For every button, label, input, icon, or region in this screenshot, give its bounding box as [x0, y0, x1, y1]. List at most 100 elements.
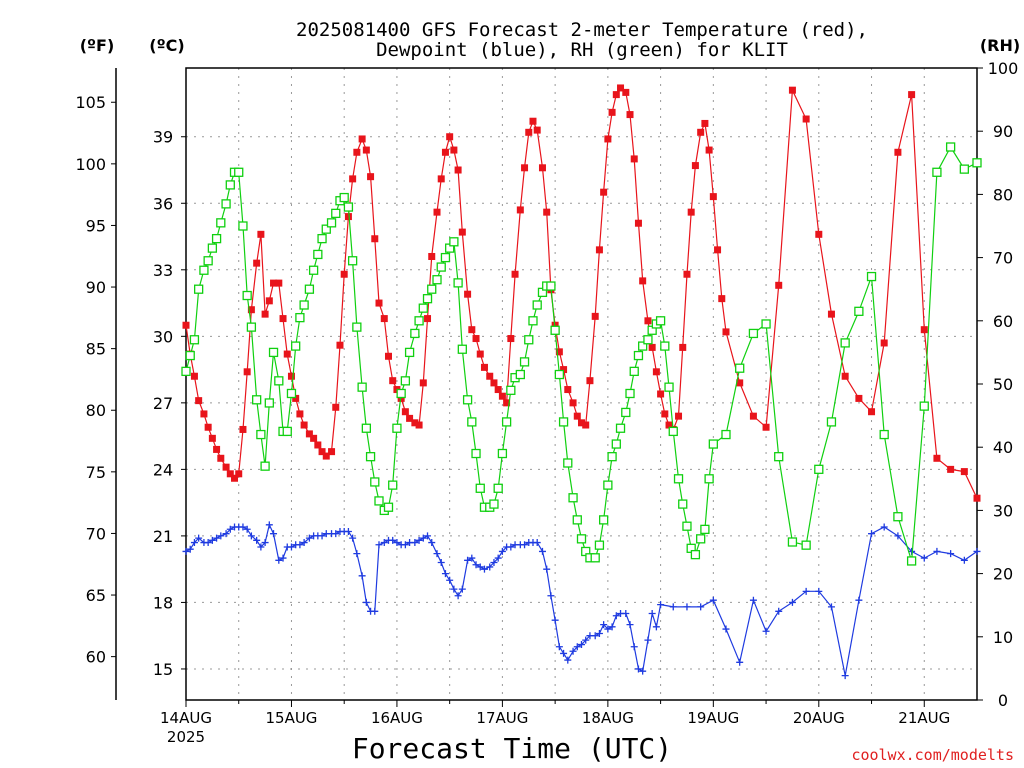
rh-point [621, 407, 631, 418]
fahrenheit-tick-label: 70 [86, 524, 106, 543]
temperature-point [208, 434, 216, 442]
dewpoint-point [788, 598, 796, 606]
rh-point [457, 344, 467, 354]
temperature-point [314, 441, 322, 449]
dewpoint-point [683, 603, 691, 611]
temperature-point [310, 434, 318, 442]
temperature-point [367, 173, 375, 181]
dewpoint-point [560, 649, 568, 657]
temperature-point [511, 270, 519, 278]
temperature-point [450, 146, 458, 154]
dewpoint-point [239, 523, 247, 531]
rh-point [906, 556, 917, 566]
temperature-point [560, 366, 568, 374]
dewpoint-point [389, 536, 397, 544]
rh-point [801, 540, 811, 550]
celsius-tick-label: 21 [153, 527, 173, 546]
dewpoint-point [608, 623, 616, 631]
dewpoint-point [533, 539, 541, 547]
temperature-point [644, 317, 652, 325]
rh-point [919, 401, 929, 411]
temperature-point [441, 148, 449, 156]
dewpoint-point [960, 556, 968, 564]
dewpoint-point [600, 621, 608, 629]
temperature-point [226, 470, 234, 478]
rh-point [696, 534, 706, 544]
dewpoint-point [709, 596, 717, 604]
fahrenheit-tick-label: 75 [86, 463, 106, 482]
dewpoint-point [573, 643, 581, 651]
temperature-point [200, 410, 208, 418]
rh-point [879, 429, 889, 440]
fahrenheit-unit-label: (ºF) [80, 36, 115, 55]
dewpoint-point [697, 603, 705, 611]
celsius-tick-label: 27 [153, 394, 173, 413]
temperature-point [336, 341, 344, 349]
rh-point [308, 265, 319, 275]
temperature-point [564, 386, 572, 394]
rh-point [660, 341, 670, 351]
temperature-point [529, 117, 537, 125]
dewpoint-point [190, 539, 198, 547]
rh-point [787, 537, 798, 547]
rh-point [221, 199, 231, 209]
dewpoint-point [827, 603, 835, 611]
rh-point [185, 350, 195, 361]
temperature-point [265, 297, 273, 305]
rh-point [932, 167, 942, 177]
dewpoint-point [564, 656, 572, 664]
rh-point [199, 265, 209, 275]
temperature-point [802, 115, 810, 123]
temperature-point [472, 335, 480, 343]
dewpoint-point [630, 643, 638, 651]
rh-tick-label: 30 [993, 501, 1013, 520]
celsius-tick-label: 39 [153, 128, 173, 147]
temperature-point [718, 295, 726, 303]
dewpoint-point [433, 550, 441, 558]
temperature-point [344, 213, 352, 221]
dewpoint-point [362, 598, 370, 606]
temperature-point [543, 208, 551, 216]
dewpoint-point [450, 585, 458, 593]
rh-point [629, 366, 639, 377]
dewpoint-point [247, 532, 255, 540]
temperature-point [476, 350, 484, 358]
temperature-point [612, 91, 620, 99]
temperature-point [239, 425, 247, 433]
x-axis-label: Forecast Time (UTC) [352, 732, 672, 765]
dewpoint-point [332, 530, 340, 538]
rh-point [774, 452, 784, 462]
dewpoint-point [476, 563, 484, 571]
temperature-point [525, 128, 533, 136]
rh-point [558, 417, 569, 427]
temperature-point [634, 219, 642, 227]
x-tick-label: 17AUG [476, 709, 528, 727]
rh-point [625, 388, 635, 399]
rh-point [721, 429, 731, 440]
rh-point [572, 515, 582, 525]
rh-point [493, 483, 503, 493]
rh-point [326, 218, 337, 228]
dewpoint-point [353, 550, 361, 558]
celsius-tick-label: 36 [153, 194, 173, 213]
rh-point [414, 316, 424, 326]
dewpoint-point [543, 565, 551, 573]
dewpoint-point [261, 539, 269, 547]
rh-unit-label: (RH) [980, 36, 1020, 55]
dewpoint-point [208, 536, 216, 544]
rh-point [668, 426, 678, 437]
temperature-point [920, 326, 928, 334]
rh-point [576, 534, 587, 544]
temperature-point [275, 279, 283, 287]
dewpoint-point [722, 625, 730, 633]
x-tick-label: 20AUG [793, 709, 845, 727]
rh-point [404, 347, 415, 358]
dewpoint-point [464, 556, 472, 564]
dewpoint-point [458, 585, 466, 593]
rh-point [268, 347, 279, 358]
rh-point [422, 294, 433, 304]
temperature-point [687, 208, 695, 216]
temperature-point [709, 193, 717, 201]
dewpoint-point [424, 532, 432, 540]
fahrenheit-tick-label: 100 [75, 155, 106, 174]
